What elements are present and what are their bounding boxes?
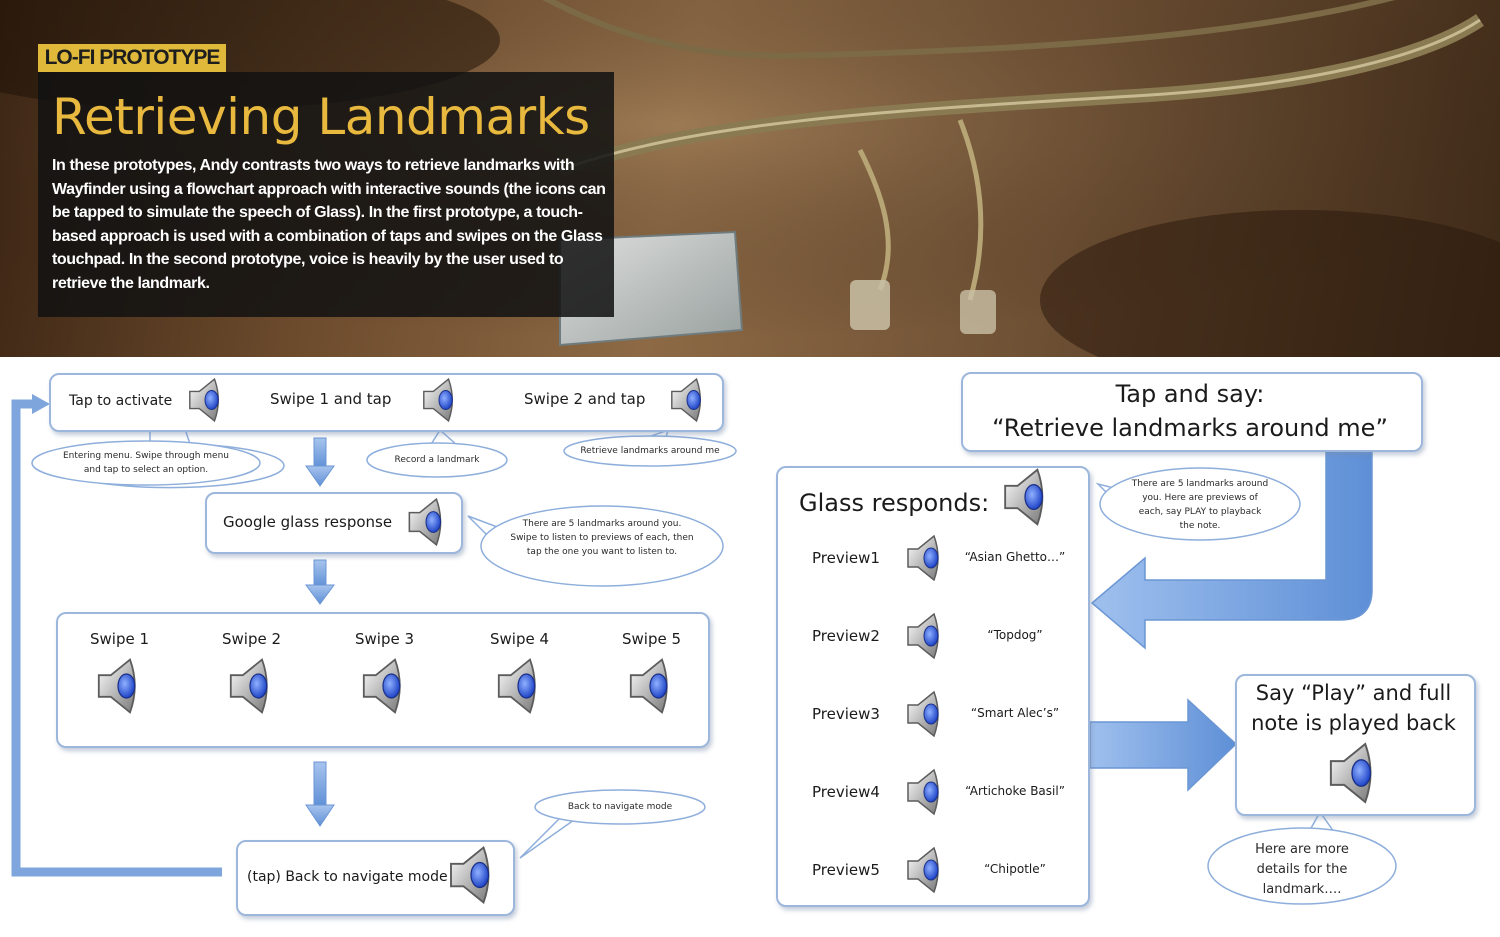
preview-label: Preview5 [812,861,880,879]
preview-note: “Topdog” [987,628,1043,642]
loop-back-arrowhead [32,394,50,414]
swipe-speaker-icon[interactable] [626,655,674,722]
voice-command-box [961,372,1423,452]
preview-note: “Asian Ghetto…” [964,550,1066,564]
touch-steps-box [49,373,724,432]
preview-label: Preview4 [812,783,880,801]
preview-note: “Artichoke Basil” [965,784,1065,798]
bubble-back: Back to navigate mode [567,802,673,812]
swipe-label: Swipe 3 [355,630,415,648]
swipe-speaker-icon[interactable] [226,655,274,722]
step-swipe1: Swipe 1 and tap [270,390,392,408]
preview-label: Preview1 [812,549,880,567]
preview-note: “Smart Alec’s” [970,706,1060,720]
responds-title: Glass responds: [799,489,990,517]
play-arrow [1089,698,1238,792]
preview-speaker-icon[interactable] [900,689,948,744]
down-arrow-1 [305,437,335,487]
bubble-entering: Entering menu. Swipe through menu and ta… [63,451,229,475]
swipe2-speaker-icon[interactable] [668,374,706,431]
preview-speaker-icon[interactable] [900,533,948,588]
bubble-record: Record a landmark [394,455,480,465]
swipe-speaker-icon[interactable] [359,655,407,722]
hero-card: Retrieving Landmarks In these prototypes… [38,72,614,317]
back-label: (tap) Back to navigate mode [247,869,448,885]
preview-speaker-icon[interactable] [900,611,948,666]
swipe-label: Swipe 2 [222,630,282,648]
swipe-label: Swipe 4 [490,630,550,648]
preview-label: Preview3 [812,705,880,723]
bubble-details: Here are more details for the landmark…. [1255,842,1349,897]
preview-speaker-icon[interactable] [900,767,948,822]
preview-note: “Chipotle” [984,862,1046,876]
bubble-responds: There are 5 landmarks around you. Here a… [1131,479,1269,531]
preview-speaker-icon[interactable] [900,845,948,900]
bubble-retrieve: Retrieve landmarks around me [580,446,720,456]
back-speaker-icon[interactable] [446,842,496,913]
voice-command-line1: Tap and say: [1115,380,1265,408]
play-line2: note is played back [1251,711,1456,735]
bubble-google-response: There are 5 landmarks around you. Swipe … [510,519,694,557]
google-response-speaker-icon[interactable] [404,496,448,553]
swipe-label: Swipe 5 [622,630,682,648]
play-line1: Say “Play” and full [1255,681,1452,705]
step-swipe2: Swipe 2 and tap [524,390,646,408]
hero-banner: LO-FI PROTOTYPE Retrieving Landmarks In … [0,0,1500,357]
swipe-label: Swipe 1 [90,630,150,648]
page-title: Retrieving Landmarks [52,88,590,146]
responds-speaker-icon[interactable] [996,466,1054,533]
down-arrow-2 [305,559,335,605]
prototype-tag: LO-FI PROTOTYPE [38,44,226,72]
step-tap-activate: Tap to activate [69,393,173,409]
down-arrow-3 [305,761,335,827]
play-speaker-icon[interactable] [1322,740,1382,811]
preview-label: Preview2 [812,627,880,645]
activate-speaker-icon[interactable] [186,374,224,431]
swipe1-speaker-icon[interactable] [420,374,458,431]
swipe-speaker-icon[interactable] [494,655,542,722]
google-response-label: Google glass response [223,513,393,531]
hero-description: In these prototypes, Andy contrasts two … [52,157,606,292]
voice-command-line2: “Retrieve landmarks around me” [992,414,1388,442]
swipe-speaker-icon[interactable] [94,655,142,722]
